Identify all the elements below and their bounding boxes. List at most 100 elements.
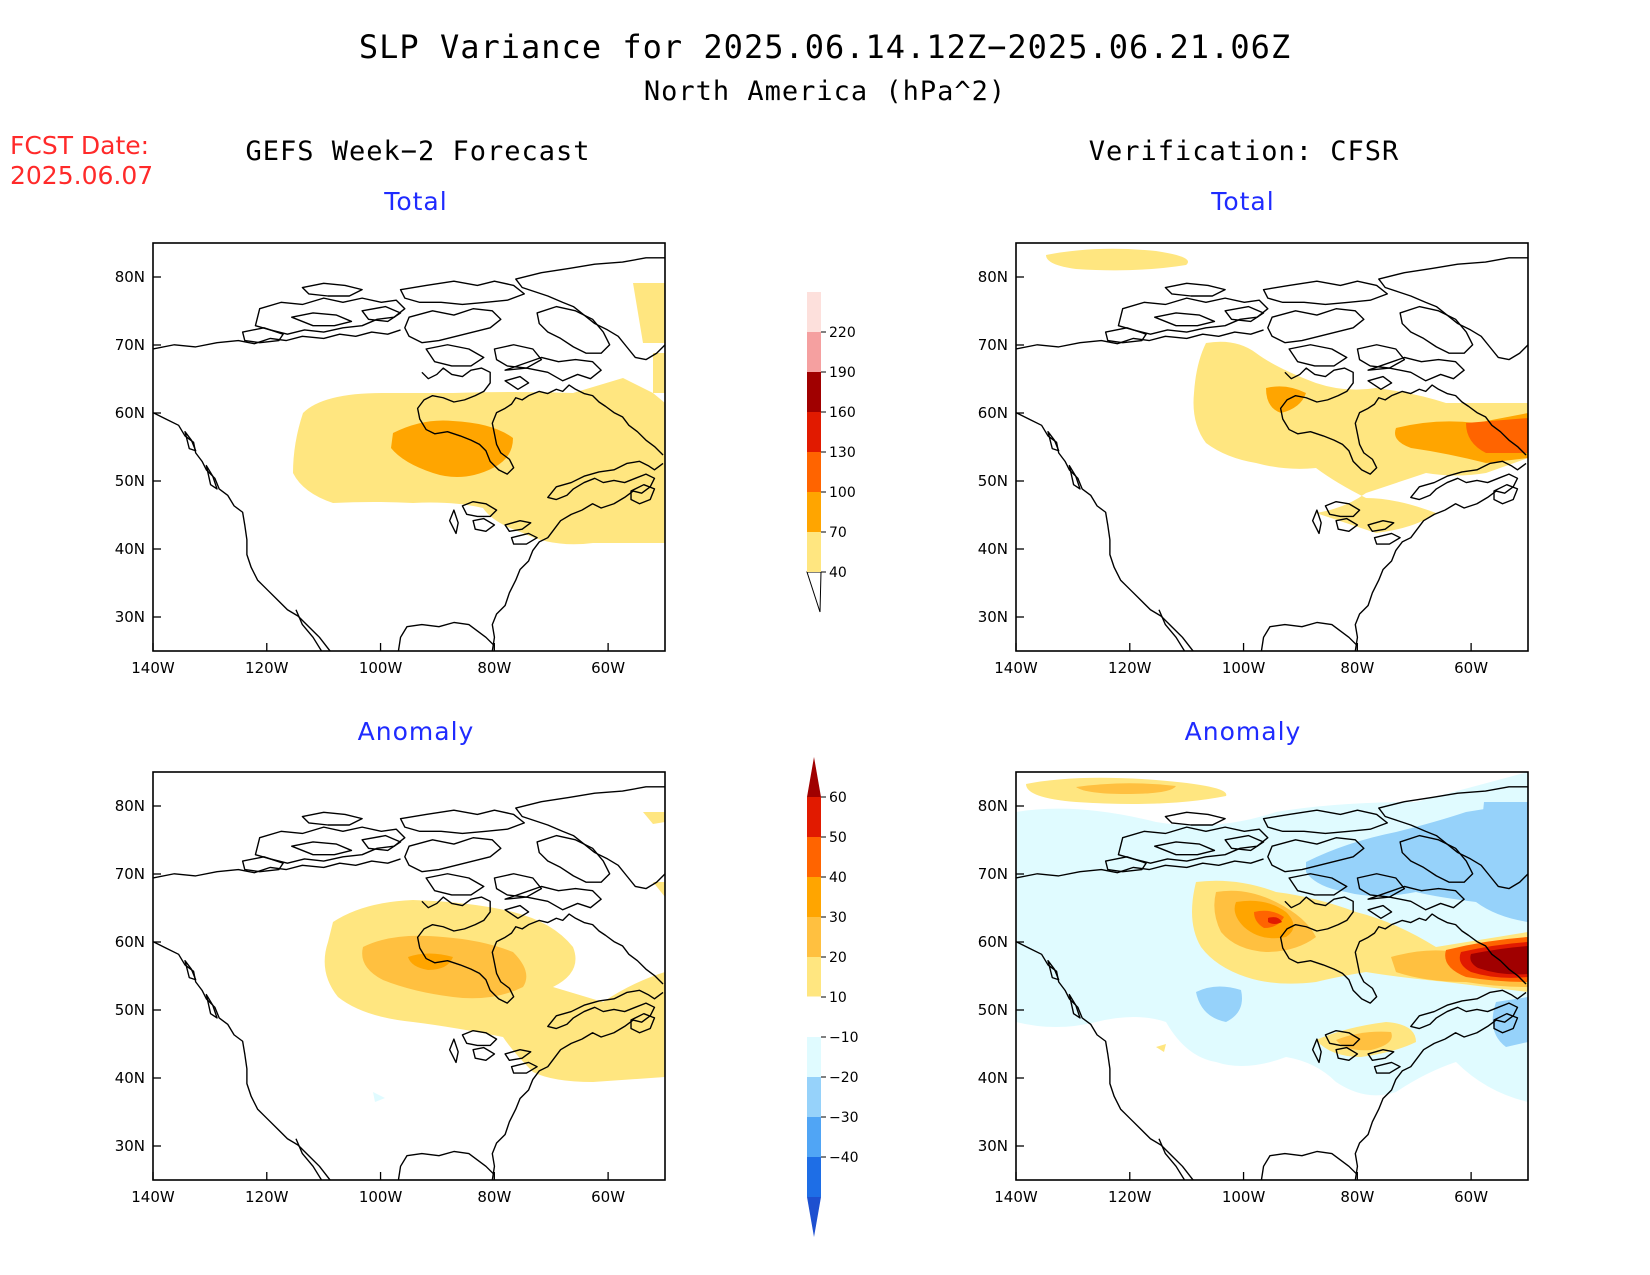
colorbar-swatch (807, 797, 821, 837)
colorbar-level-label: 30 (829, 910, 847, 926)
colorbar-level-label: 100 (829, 485, 856, 501)
lat-tick-label: 80N (978, 797, 1008, 815)
colorbar-swatch (807, 372, 821, 412)
lat-tick-label: 50N (115, 472, 145, 490)
lon-tick-label: 60W (591, 1188, 625, 1206)
colorbar-swatch (807, 1157, 821, 1197)
lon-tick-label: 100W (1222, 659, 1266, 677)
lon-tick-label: 120W (245, 1188, 289, 1206)
lat-tick-label: 30N (115, 608, 145, 626)
lat-tick-label: 70N (115, 865, 145, 883)
lon-tick-label: 140W (994, 659, 1038, 677)
lat-tick-label: 50N (978, 472, 1008, 490)
colorbar-swatch (806, 996, 822, 1038)
panel-title-anomaly-right: Anomaly (1185, 717, 1302, 746)
colorbar-level-label: 20 (829, 950, 847, 966)
fcst-date-value: 2025.06.07 (10, 161, 153, 190)
colorbar-lower-extension (807, 1197, 821, 1237)
colorbar-level-label: −20 (829, 1070, 859, 1086)
colorbar-swatch (807, 917, 821, 957)
lat-tick-label: 60N (115, 933, 145, 951)
colorbar-swatch (807, 452, 821, 492)
axes-gefs-total: 140W 120W 100W 80W 60W 30N 40N 50N 60N 70N 80N (115, 268, 626, 677)
colorbar-level-label: 130 (829, 445, 856, 461)
colorbar-swatch (807, 877, 821, 917)
colorbar-swatch (807, 532, 821, 572)
colorbar-level-label: 60 (829, 790, 847, 806)
panel-title-total-right: Total (1210, 187, 1274, 216)
colorbar-level-label: 220 (829, 325, 856, 341)
colorbar-level-label: 50 (829, 830, 847, 846)
colorbar-level-label: −40 (829, 1150, 859, 1166)
lat-tick-label: 60N (978, 933, 1008, 951)
colorbar-swatch (807, 1077, 821, 1117)
lat-tick-label: 30N (115, 1137, 145, 1155)
colorbar-level-label: 10 (829, 990, 847, 1006)
colorbar-swatch (807, 1117, 821, 1157)
lat-tick-label: 60N (115, 404, 145, 422)
axes-cfsr-anomaly: 140W 120W 100W 80W 60W 30N 40N 50N 60N 70N 80N (978, 797, 1489, 1206)
colorbar-upper-extension (807, 292, 821, 332)
shading-cfsr-anomaly (1016, 772, 1528, 1180)
colorbar-upper-extension (807, 757, 821, 797)
shading-cfsr-total (1046, 248, 1528, 533)
lon-tick-label: 80W (1340, 659, 1374, 677)
map-panel-gefs-anomaly (152, 771, 666, 1181)
axes-gefs-anomaly: 140W 120W 100W 80W 60W 30N 40N 50N 60N 70N 80N (115, 797, 626, 1206)
lon-tick-label: 120W (1108, 1188, 1152, 1206)
colorbar-lower-extension (806, 571, 822, 613)
lat-tick-label: 80N (115, 797, 145, 815)
lon-tick-label: 120W (245, 659, 289, 677)
lon-tick-label: 80W (477, 659, 511, 677)
colorbar-level-label: 40 (829, 870, 847, 886)
lat-tick-label: 30N (978, 608, 1008, 626)
lat-tick-label: 30N (978, 1137, 1008, 1155)
colorbar-level-label: 190 (829, 365, 856, 381)
colorbar-level-label: 40 (829, 565, 847, 581)
lon-tick-label: 80W (477, 1188, 511, 1206)
lon-tick-label: 80W (1340, 1188, 1374, 1206)
column-title-left: GEFS Week−2 Forecast (245, 136, 590, 167)
colorbar-swatch (807, 412, 821, 452)
lat-tick-label: 60N (978, 404, 1008, 422)
lon-tick-label: 60W (1454, 1188, 1488, 1206)
colorbar-swatch (807, 492, 821, 532)
lat-tick-label: 40N (115, 540, 145, 558)
colorbar-total: 40 70 100 130 160 190 220 (806, 292, 856, 613)
shading-gefs-anomaly (324, 812, 665, 1102)
map-panel-cfsr-anomaly (1015, 771, 1529, 1181)
lat-tick-label: 70N (115, 336, 145, 354)
figure-title: SLP Variance for 2025.06.14.12Z−2025.06.… (359, 28, 1291, 66)
lon-tick-label: 120W (1108, 659, 1152, 677)
map-panel-cfsr-total (1015, 242, 1529, 652)
shading-gefs-total (293, 283, 665, 545)
map-panel-gefs-total (152, 242, 666, 652)
panel-title-anomaly-left: Anomaly (358, 717, 475, 746)
colorbar-swatch (807, 1037, 821, 1077)
lat-tick-label: 50N (978, 1001, 1008, 1019)
lat-tick-label: 40N (978, 540, 1008, 558)
lon-tick-label: 140W (994, 1188, 1038, 1206)
lon-tick-label: 60W (1454, 659, 1488, 677)
colorbar-swatch (807, 957, 821, 997)
lon-tick-label: 100W (359, 659, 403, 677)
lat-tick-label: 70N (978, 336, 1008, 354)
colorbar-level-label: 160 (829, 405, 856, 421)
lon-tick-label: 60W (591, 659, 625, 677)
colorbar-level-label: −30 (829, 1110, 859, 1126)
lon-tick-label: 140W (131, 1188, 175, 1206)
lat-tick-label: 80N (115, 268, 145, 286)
lat-tick-label: 50N (115, 1001, 145, 1019)
panel-title-total-left: Total (383, 187, 447, 216)
lon-tick-label: 100W (359, 1188, 403, 1206)
lon-tick-label: 100W (1222, 1188, 1266, 1206)
column-title-right: Verification: CFSR (1089, 136, 1400, 167)
axes-cfsr-total: 140W 120W 100W 80W 60W 30N 40N 50N 60N 70N 80N (978, 268, 1489, 677)
colorbar-swatch (807, 332, 821, 372)
colorbar-swatch (807, 837, 821, 877)
lat-tick-label: 40N (978, 1069, 1008, 1087)
colorbar-anomaly: 60 50 40 30 20 10 −10 −20 −30 −40 (806, 757, 859, 1237)
fcst-date-label: FCST Date: (10, 131, 149, 160)
figure-subtitle: North America (hPa^2) (644, 76, 1006, 107)
